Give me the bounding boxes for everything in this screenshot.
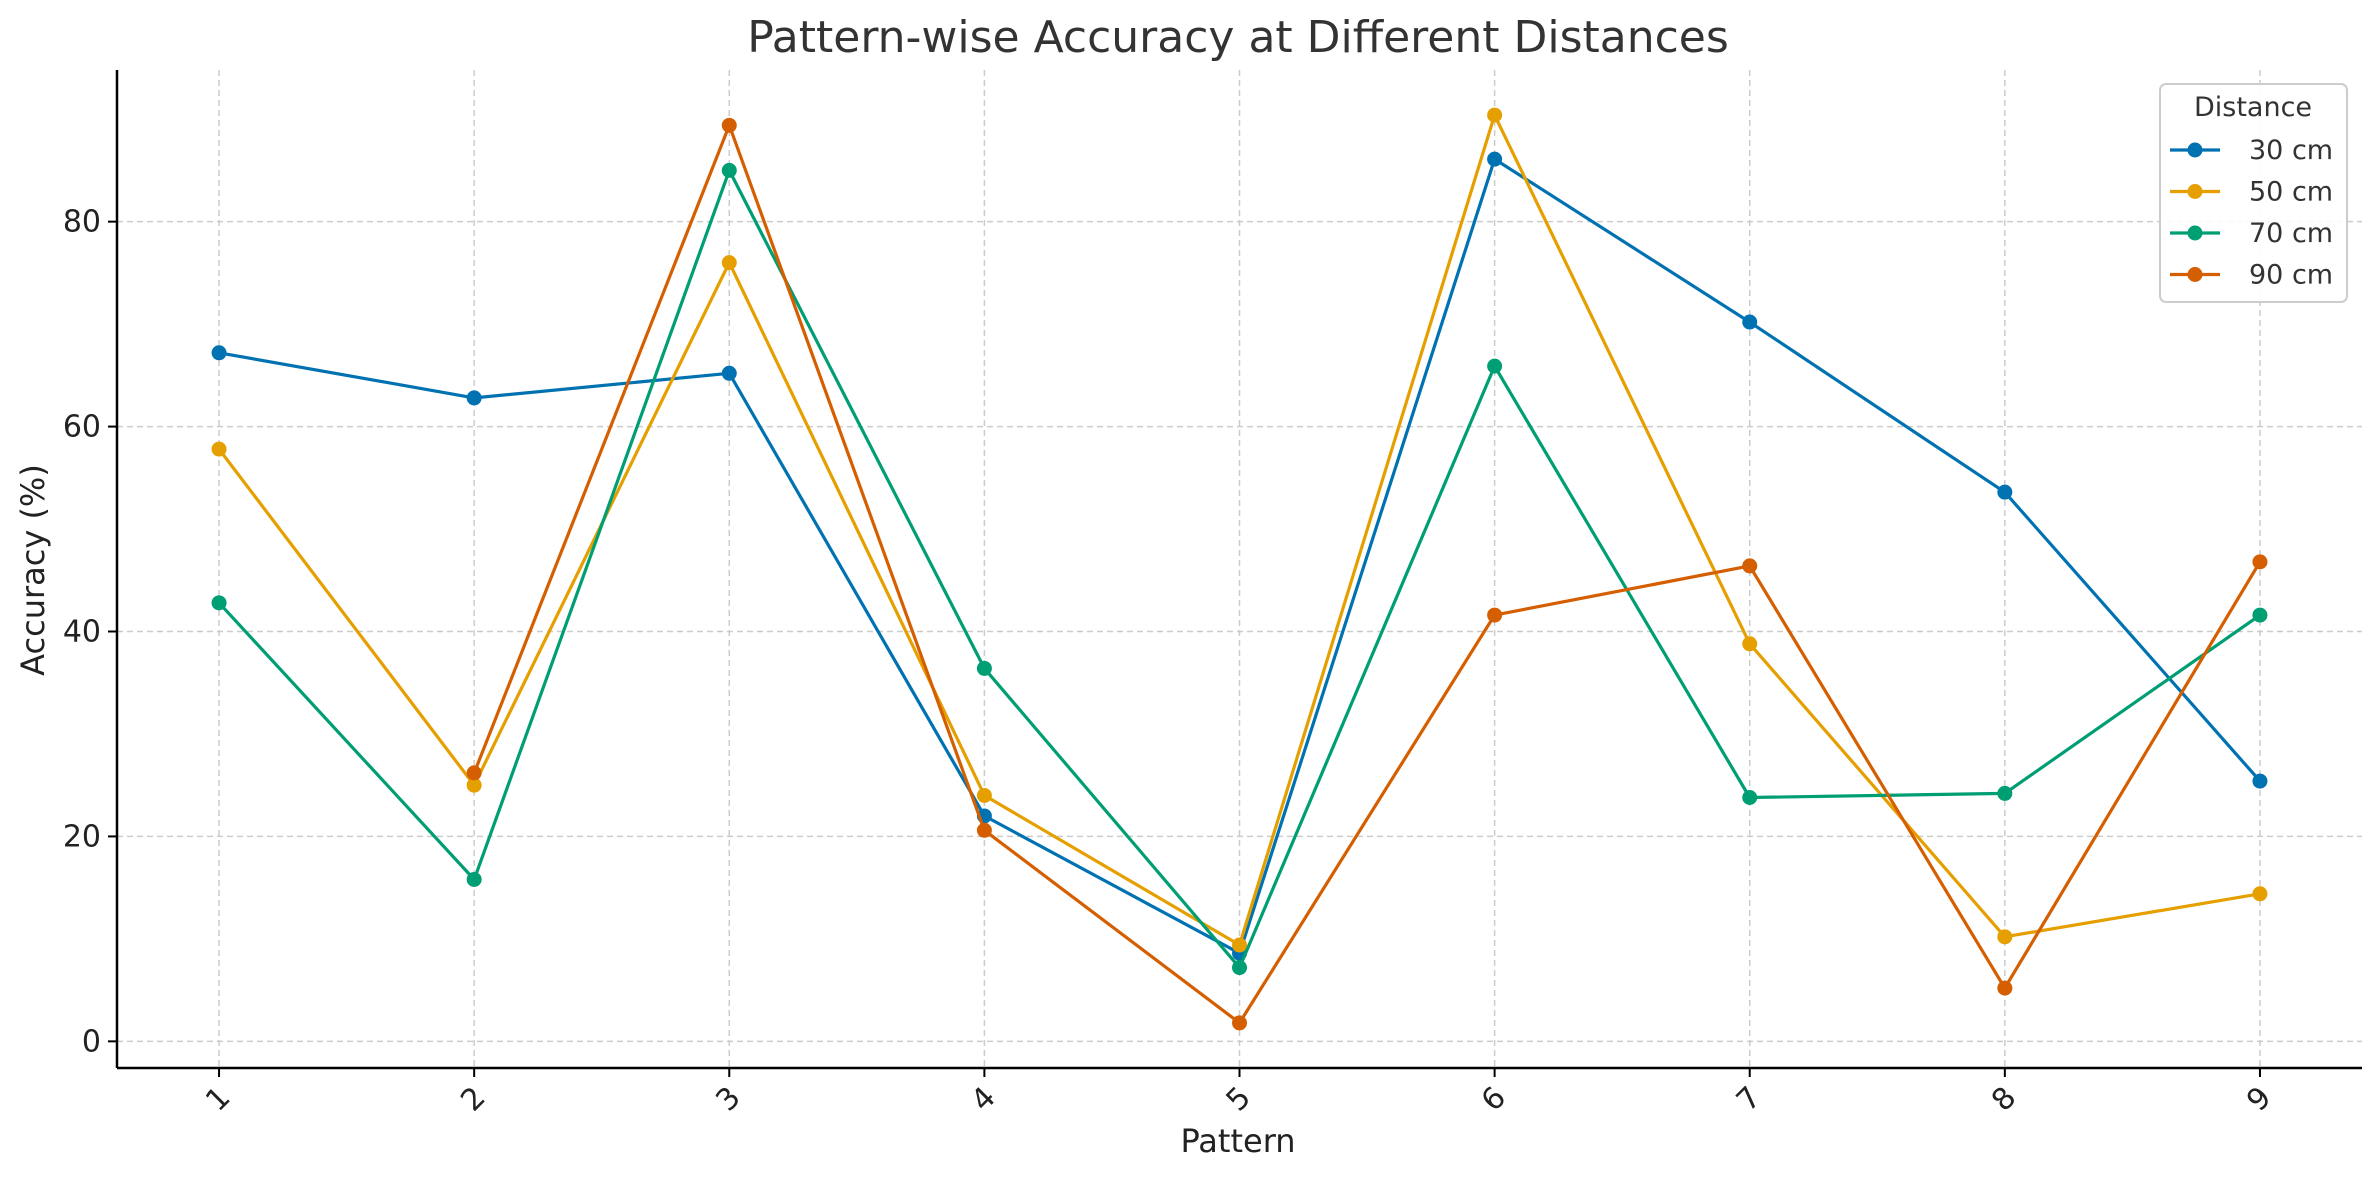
data-point [211,595,227,611]
x-tick-label: 5 [1220,1080,1258,1118]
legend-item: 30 cm [2170,135,2333,166]
legend-label: 50 cm [2249,177,2333,208]
data-point [1742,314,1758,330]
data-point [211,441,227,457]
data-point [1742,789,1758,805]
legend-item: 50 cm [2170,177,2333,208]
x-tick-label: 9 [2240,1080,2278,1118]
series-line [217,168,2262,970]
data-point [1487,607,1503,623]
y-tick-label: 60 [63,410,101,445]
x-tick-label: 1 [199,1080,237,1118]
legend-swatch-marker [2187,184,2203,199]
data-point [721,365,737,381]
data-point [1742,558,1758,574]
legend-swatch-marker [2187,267,2203,282]
data-point [1232,960,1247,976]
data-point [466,765,482,781]
data-point [211,345,227,361]
series-4 [466,117,2268,1031]
data-point [721,117,737,133]
legend-swatch-marker [2187,225,2203,241]
series-line [472,123,2262,1025]
data-point [2252,554,2268,570]
series-1 [211,151,2268,961]
data-point [976,822,992,838]
data-point [976,787,992,803]
y-tick-label: 0 [82,1024,101,1059]
legend-swatch-marker [2187,142,2203,158]
data-point [466,390,482,406]
x-tick-label: 3 [709,1080,747,1118]
series-2 [211,107,2268,953]
y-axis-ticks: 0 20 40 60 80 [63,205,117,1059]
x-tick-label: 4 [965,1080,1003,1118]
data-point [1487,358,1503,374]
axes [115,70,2362,1070]
series-group [211,107,2268,1031]
data-point [2252,886,2268,902]
chart-title: Pattern-wise Accuracy at Different Dista… [747,12,1729,63]
legend: Distance 30 cm 50 cm 70 cm 90 cm [2159,83,2348,303]
legend-label: 30 cm [2249,135,2333,166]
data-point [1997,929,2013,945]
legend-title: Distance [2194,92,2312,123]
data-point [2252,607,2268,623]
x-axis-ticks: 1 2 3 4 5 6 7 8 9 [199,1068,2278,1118]
legend-items: 30 cm 50 cm 70 cm 90 cm [2170,135,2333,291]
legend-box [2159,83,2348,303]
legend-item: 70 cm [2170,218,2333,249]
legend-item: 90 cm [2170,260,2333,291]
y-tick-label: 20 [63,819,101,854]
x-tick-label: 6 [1475,1080,1513,1118]
series-3 [211,162,2268,976]
x-axis-title: Pattern [1180,1122,1295,1160]
data-point [466,871,482,887]
data-point [976,660,992,676]
y-tick-label: 80 [63,205,101,240]
grid [117,70,2362,1068]
x-tick-label: 8 [1985,1080,2023,1118]
data-point [1232,1015,1247,1031]
data-point [1742,636,1758,652]
y-tick-label: 40 [63,615,101,650]
data-point [1997,484,2013,500]
data-point [721,255,737,271]
x-tick-label: 7 [1730,1080,1768,1118]
x-tick-label: 2 [454,1080,492,1118]
legend-label: 70 cm [2249,218,2333,249]
data-point [1997,980,2013,996]
data-point [1487,151,1503,167]
data-point [2252,773,2268,789]
data-point [1487,107,1503,123]
legend-label: 90 cm [2249,260,2333,291]
data-point [1232,937,1247,953]
data-point [466,777,482,793]
data-point [1997,785,2013,801]
y-axis-title: Accuracy (%) [14,464,52,676]
data-point [721,162,737,178]
